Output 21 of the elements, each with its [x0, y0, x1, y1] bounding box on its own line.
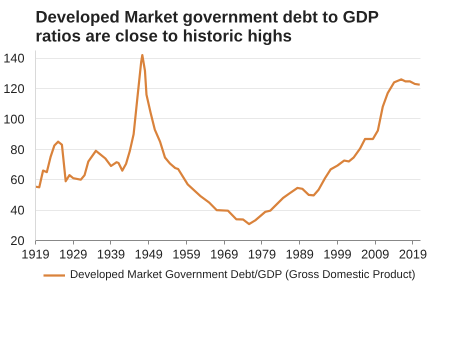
y-tick-label: 20	[10, 234, 24, 248]
x-tick-label: 1979	[248, 248, 276, 262]
x-tick-label: 1939	[96, 248, 126, 262]
y-tick-label: 140	[3, 52, 25, 66]
line-series	[36, 54, 420, 226]
x-tick-label: 1959	[172, 248, 201, 262]
legend-label: Developed Market Government Debt/GDP (Gross Domestic Product)	[70, 269, 416, 281]
x-tick-label: 2009	[361, 248, 390, 262]
x-tick-label: 2019	[398, 248, 428, 262]
x-tick-label: 1949	[134, 248, 163, 262]
x-tick-label: 1929	[59, 248, 88, 262]
chart-title: Developed Market government debt to GDP ratios are close to historic highs	[36, 8, 379, 46]
x-tick-label: 1969	[210, 248, 238, 262]
y-tick-label: 60	[10, 173, 24, 188]
x-tick-label: 1989	[286, 248, 314, 262]
y-tick-label: 100	[3, 112, 25, 126]
y-tick-label: 40	[10, 204, 24, 218]
y-tick-label: 120	[3, 82, 25, 96]
y-tick-label: 80	[10, 142, 24, 157]
x-tick-label: 1919	[21, 248, 50, 262]
x-tick-label: 1999	[323, 248, 352, 262]
